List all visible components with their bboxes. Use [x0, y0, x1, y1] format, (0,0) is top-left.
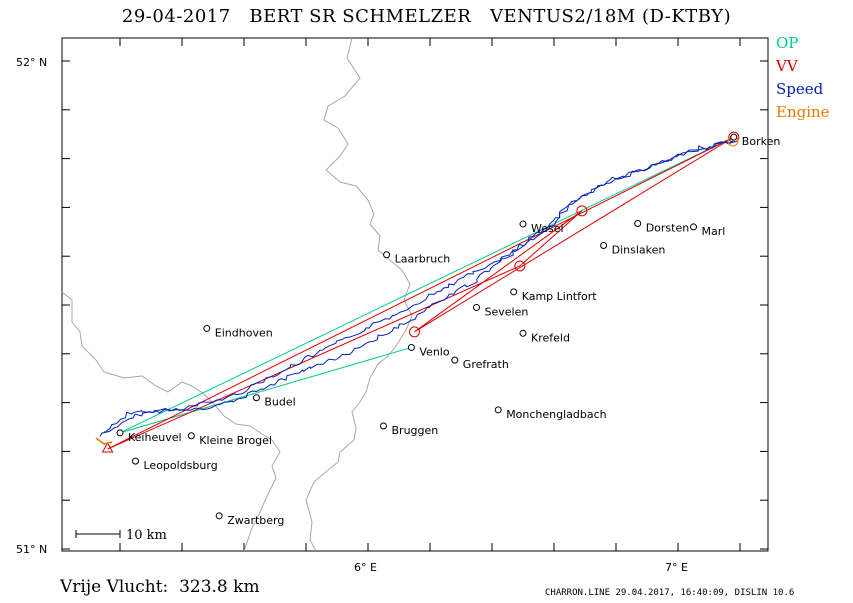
place-marker-dorsten: [634, 220, 642, 228]
country-borders: [62, 38, 413, 551]
place-marker-sevelen: [473, 303, 480, 311]
place-label-leopoldsburg: Leopoldsburg: [144, 459, 218, 472]
legend-speed: Speed: [776, 80, 823, 98]
vv-turnpoint-3: [514, 260, 526, 272]
legend-vv-label: VV: [776, 57, 798, 75]
start-triangle: [101, 441, 114, 453]
footer-info: CHARRON.LINE 29.04.2017, 16:40:09, DISLI…: [545, 588, 795, 598]
op-leg-0: [119, 136, 735, 434]
place-label-keiheuvel: Keiheuvel: [128, 431, 182, 444]
flight-overlay: [95, 131, 740, 453]
place-marker-leopoldsburg: [132, 457, 139, 465]
place-label-marl: Marl: [702, 225, 726, 238]
legend-engine-label: Engine: [776, 103, 830, 121]
distance-text: Vrije Vlucht: 323.8 km: [60, 577, 260, 597]
place-label-grefrath: Grefrath: [463, 358, 509, 371]
place-label-wesel: Wesel: [531, 222, 564, 235]
place-label-borken: Borken: [742, 135, 781, 148]
lon-label-7: 7° E: [665, 561, 688, 574]
lat-label-51: 51° N: [16, 543, 47, 556]
place-label-eindhoven: Eindhoven: [215, 326, 273, 339]
place-label-krefeld: Krefeld: [531, 331, 570, 344]
border-nl-de: [305, 38, 413, 551]
engine-segment: [95, 437, 113, 445]
place-marker-dinslaken: [600, 241, 608, 249]
legend-vv: VV: [776, 57, 798, 75]
scale-bar-label: 10 km: [126, 528, 167, 543]
place-label-bruggen: Bruggen: [392, 424, 439, 437]
place-marker-keiheuvel: [116, 429, 124, 437]
place-marker-laarbruch: [383, 251, 391, 259]
place-marker-bruggen: [380, 422, 387, 430]
speed-track-back: [103, 140, 736, 433]
place-label-dinslaken: Dinslaken: [612, 243, 666, 256]
legend-op-label: OP: [776, 34, 799, 52]
lat-label-52: 52° N: [16, 56, 47, 69]
place-marker-wesel: [519, 220, 527, 228]
place-marker-kamp-lintfort: [510, 288, 518, 296]
legend-op: OP: [776, 34, 798, 52]
lon-label-6: 6° E: [354, 561, 377, 574]
place-label-kleine-brogel: Kleine Brogel: [199, 434, 272, 447]
place-label-kamp-lintfort: Kamp Lintfort: [522, 290, 598, 303]
place-marker-borken: [730, 133, 738, 141]
place-marker-kleine-brogel: [187, 432, 195, 440]
place-marker-budel: [252, 394, 260, 402]
place-marker-grefrath: [451, 356, 459, 364]
vv-turnpoint-2: [576, 205, 588, 217]
place-marker-monchengladbach: [494, 406, 502, 414]
speed-track-out: [99, 140, 734, 437]
legend-speed-label: Speed: [776, 80, 824, 98]
places-layer: Borken Wesel Dorsten Marl Dinslaken Laarbruch…: [116, 133, 781, 527]
place-label-dorsten: Dorsten: [646, 222, 690, 235]
tick-marks: [62, 38, 768, 551]
place-label-monchengladbach: Monchengladbach: [506, 408, 606, 421]
legend-engine: Engine: [776, 103, 830, 121]
border-nl-be: [62, 291, 281, 551]
page-title: 29-04-2017 BERT SR SCHMELZER VENTUS2/18M…: [121, 6, 732, 27]
place-label-sevelen: Sevelen: [485, 305, 529, 318]
vv-turnpoint-1: [409, 326, 420, 338]
place-label-zwartberg: Zwartberg: [227, 514, 284, 527]
place-marker-eindhoven: [203, 324, 211, 332]
place-marker-zwartberg: [215, 512, 223, 520]
place-marker-marl: [690, 223, 697, 231]
place-label-laarbruch: Laarbruch: [395, 253, 451, 266]
vv-route: [107, 136, 735, 450]
place-label-budel: Budel: [264, 396, 295, 409]
scale-bar: 10 km: [75, 528, 167, 543]
map-frame: [61, 37, 769, 552]
place-marker-venlo: [407, 343, 415, 351]
place-marker-krefeld: [519, 329, 527, 337]
place-label-venlo: Venlo: [419, 345, 449, 358]
